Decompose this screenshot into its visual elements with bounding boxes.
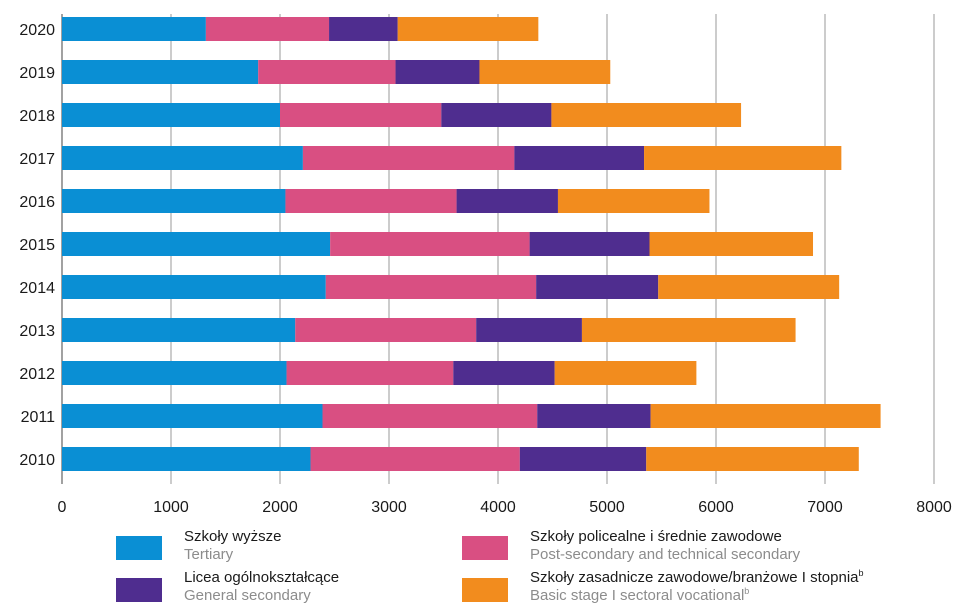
bar-segment (479, 60, 611, 84)
legend-label-en: Post-secondary and technical secondary (530, 546, 801, 563)
bar-segment (62, 447, 311, 471)
y-axis-labels: 2020 2019 2018 2017 2016 2015 2014 2013 2012 2011… (19, 22, 55, 469)
bar-segment (286, 361, 454, 385)
bar-segment (519, 447, 647, 471)
y-tick-label: 2011 (21, 409, 56, 426)
legend-label: Licea ogólnokształcące (184, 569, 340, 586)
bar-segment (441, 103, 552, 127)
bar-segment (310, 447, 520, 471)
legend-swatch-general-secondary (116, 578, 162, 602)
bar-segment (649, 232, 814, 256)
x-tick-label: 8000 (916, 499, 952, 516)
legend-label-en: General secondary (184, 587, 311, 604)
y-tick-label: 2014 (19, 280, 55, 297)
footnote-mark: b (744, 586, 750, 596)
x-tick-label: 4000 (480, 499, 516, 516)
legend-swatch-vocational (462, 578, 508, 602)
y-tick-label: 2016 (19, 194, 55, 211)
bar-segment (330, 232, 530, 256)
x-tick-label: 3000 (371, 499, 407, 516)
bar-segment (557, 189, 710, 213)
bar-segment (453, 361, 555, 385)
bar-segment (456, 189, 558, 213)
x-tick-label: 5000 (589, 499, 625, 516)
x-axis-labels: 0 1000 2000 3000 4000 5000 6000 7000 8000 (58, 499, 952, 516)
bar-segment (62, 189, 286, 213)
bar-segment (295, 318, 477, 342)
bar-segment (62, 275, 326, 299)
bar-segment (529, 232, 650, 256)
y-tick-label: 2013 (19, 323, 55, 340)
bar-segment (650, 404, 881, 428)
bar-segment (397, 17, 539, 41)
y-tick-label: 2012 (19, 366, 55, 383)
bar-segment (644, 146, 842, 170)
bar-segment (62, 103, 280, 127)
bar-segment (62, 404, 323, 428)
bar-segment (62, 146, 303, 170)
bar-segment (62, 232, 331, 256)
legend-swatch-post-secondary (462, 536, 508, 560)
legend-label-en: Tertiary (184, 546, 234, 563)
x-tick-label: 0 (58, 499, 67, 516)
bar-segment (205, 17, 330, 41)
x-tick-label: 1000 (153, 499, 189, 516)
bar-segment (322, 404, 538, 428)
bar-segment (329, 17, 398, 41)
x-tick-label: 7000 (807, 499, 843, 516)
bar-segment (325, 275, 537, 299)
bar-segment (536, 275, 659, 299)
y-tick-label: 2015 (19, 237, 55, 254)
bar-segment (62, 361, 287, 385)
legend-swatch-tertiary (116, 536, 162, 560)
bar-segment (551, 103, 742, 127)
y-tick-label: 2010 (19, 452, 55, 469)
bar-segment (258, 60, 396, 84)
bars (62, 17, 881, 471)
x-tick-label: 2000 (262, 499, 298, 516)
bar-segment (62, 17, 206, 41)
bar-segment (581, 318, 796, 342)
y-tick-label: 2018 (19, 108, 55, 125)
legend: Szkoły wyższe Tertiary Szkoły policealne… (0, 524, 958, 608)
bar-segment (302, 146, 515, 170)
legend-label: Szkoły wyższe (184, 528, 282, 545)
legend-label: Szkoły policealne i średnie zawodowe (530, 528, 782, 545)
bar-segment (658, 275, 840, 299)
legend-label: Szkoły zasadnicze zawodowe/branżowe I st… (530, 569, 859, 586)
bar-segment (280, 103, 442, 127)
y-tick-label: 2020 (19, 22, 55, 39)
legend-label-en: Basic stage I sectoral vocational (530, 587, 745, 604)
y-tick-label: 2019 (19, 65, 55, 82)
x-tick-label: 6000 (698, 499, 734, 516)
y-tick-label: 2017 (19, 151, 55, 168)
bar-segment (62, 60, 259, 84)
bar-segment (514, 146, 645, 170)
footnote-mark: b (858, 568, 864, 578)
bar-segment (554, 361, 697, 385)
bar-segment (537, 404, 651, 428)
bar-segment (62, 318, 296, 342)
bar-segment (285, 189, 457, 213)
bar-segment (476, 318, 582, 342)
stacked-bar-chart: 2020 2019 2018 2017 2016 2015 2014 2013 2012 2011… (19, 14, 952, 516)
bar-segment (646, 447, 859, 471)
bar-segment (395, 60, 480, 84)
